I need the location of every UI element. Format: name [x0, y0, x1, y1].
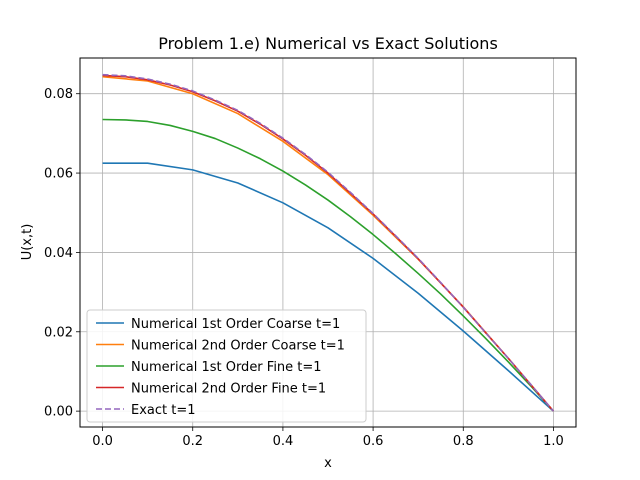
chart-title: Problem 1.e) Numerical vs Exact Solution…: [158, 34, 498, 53]
legend: Numerical 1st Order Coarse t=1 Numerical …: [86, 309, 367, 423]
x-tick-label: 0.0: [92, 434, 113, 449]
x-tick-label: 1.0: [543, 434, 564, 449]
legend-label: Numerical 2nd Order Fine t=1: [131, 382, 326, 397]
y-axis: 0.00 0.02 0.04 0.06 0.08: [44, 87, 80, 420]
x-tick-label: 0.4: [273, 434, 294, 449]
y-tick-label: 0.06: [44, 167, 73, 182]
legend-label: Numerical 1st Order Fine t=1: [131, 360, 322, 375]
series-line-5: [102, 73, 555, 412]
x-tick-label: 0.8: [453, 434, 474, 449]
series-layer: [102, 73, 555, 412]
series-line-1: [102, 162, 554, 412]
x-tick-label: 0.6: [363, 434, 384, 449]
legend-label: Numerical 1st Order Coarse t=1: [131, 317, 340, 332]
x-tick-label: 0.2: [182, 434, 203, 449]
y-axis-label: U(x,t): [20, 224, 35, 261]
x-axis-label: x: [324, 456, 332, 471]
legend-label: Exact t=1: [131, 403, 196, 418]
legend-box: [86, 309, 367, 423]
plot-frame: [79, 57, 577, 428]
y-tick-label: 0.00: [44, 405, 73, 420]
series-line-3: [102, 118, 555, 412]
y-tick-label: 0.04: [44, 246, 73, 261]
legend-label: Numerical 2nd Order Coarse t=1: [131, 339, 345, 354]
x-axis: 0.0 0.2 0.4 0.6 0.8 1.0: [92, 427, 564, 449]
y-tick-label: 0.02: [44, 325, 73, 340]
y-tick-label: 0.08: [44, 87, 73, 102]
